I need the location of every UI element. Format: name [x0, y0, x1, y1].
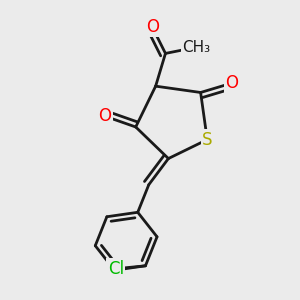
Text: CH₃: CH₃: [182, 40, 210, 55]
Text: O: O: [146, 18, 159, 36]
Text: S: S: [202, 130, 212, 148]
Text: O: O: [98, 107, 111, 125]
Text: Cl: Cl: [108, 260, 124, 278]
Text: O: O: [225, 74, 239, 92]
